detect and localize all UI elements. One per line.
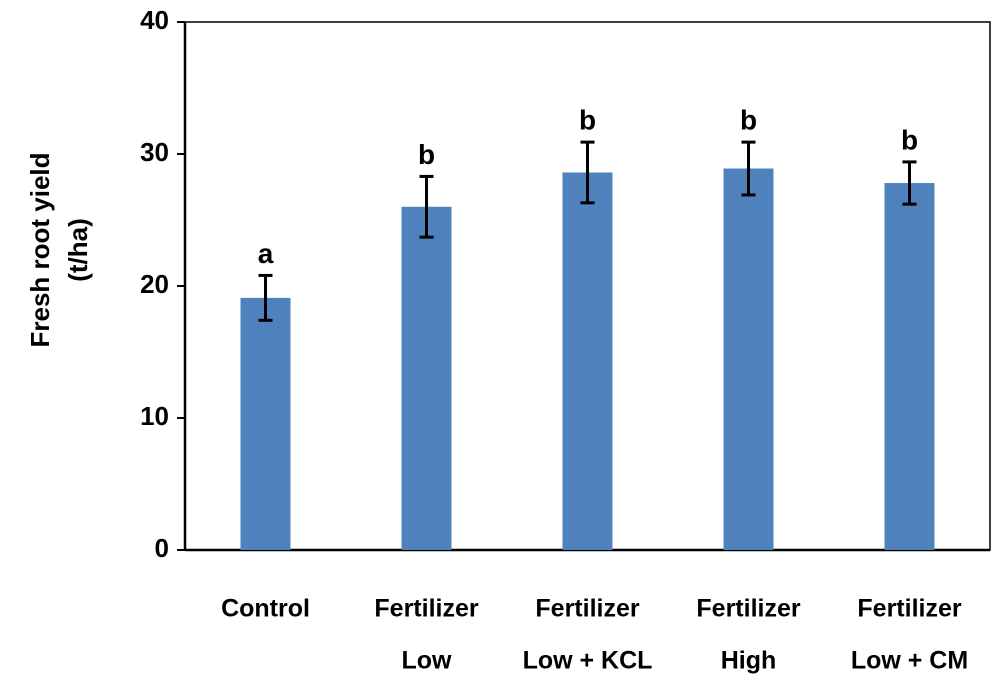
annotation: b [901,124,918,155]
y-tick-label: 40 [140,5,169,35]
bar [562,172,613,551]
error-bar [580,140,595,205]
bar [723,168,774,550]
y-tick-label: 30 [140,137,169,167]
y-axis-label: (t/ha) [63,218,93,282]
y-tick-label: 0 [155,533,169,563]
y-tick-label: 10 [140,401,169,431]
annotation: b [579,105,596,136]
x-tick-label: High [721,647,777,675]
y-axis-label: Fresh root yield [25,152,55,347]
annotation: a [258,238,274,269]
annotation: b [418,139,435,170]
x-tick-label: Fertilizer [857,595,961,623]
error-bar [902,160,917,206]
error-bar [741,140,756,197]
x-tick-label: Control [221,595,310,623]
annotation: b [740,105,757,136]
error-bar [419,174,434,239]
x-tick-label: Fertilizer [696,595,800,623]
bar [401,206,452,551]
error-bar [258,273,273,322]
x-tick-label: Low + CM [851,647,968,675]
x-tick-label: Low + KCL [523,647,653,675]
x-tick-label: Fertilizer [535,595,639,623]
bar [240,297,291,550]
bar [884,183,935,551]
x-tick-label: Low [402,647,453,675]
x-tick-label: Fertilizer [374,595,478,623]
y-tick-label: 20 [140,269,169,299]
